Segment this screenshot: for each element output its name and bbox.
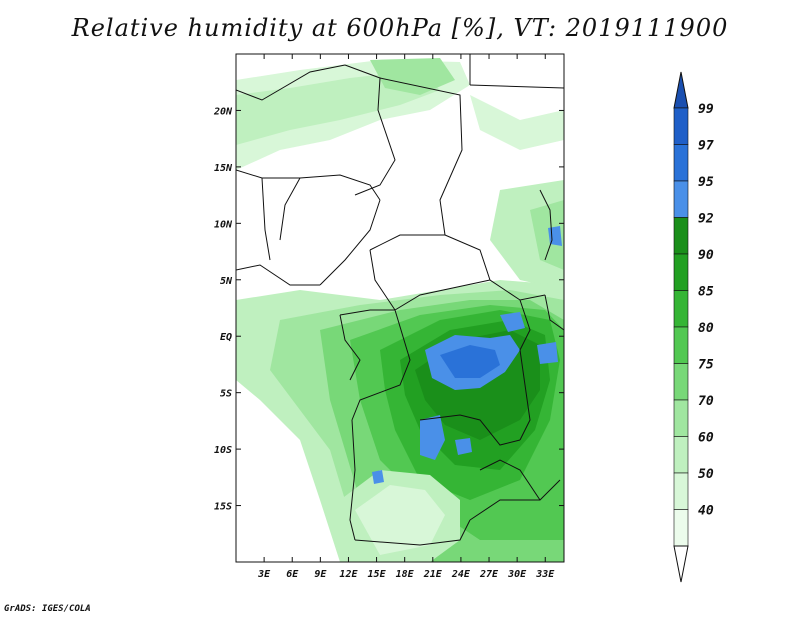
lon-tick-label: 24E xyxy=(451,569,471,580)
lon-tick-label: 30E xyxy=(507,569,527,580)
lat-tick-label: EQ xyxy=(220,332,232,343)
colorbar-label: 75 xyxy=(698,358,714,373)
colorbar-top-arrow xyxy=(673,71,689,109)
latitude-axis: 20N 15N 10N 5N EQ 5S 10S 15S xyxy=(213,106,564,513)
colorbar-swatch xyxy=(673,436,689,474)
lon-tick-label: 21E xyxy=(423,569,443,580)
colorbar-swatch xyxy=(673,107,689,145)
lat-tick-label: 10N xyxy=(214,219,233,230)
colorbar-swatch xyxy=(673,144,689,182)
lon-tick-label: 15E xyxy=(368,569,387,580)
colorbar: 99 97 95 92 90 85 80 75 70 60 50 40 xyxy=(673,71,714,583)
colorbar-swatch xyxy=(673,363,689,401)
humidity-field xyxy=(236,58,564,562)
lon-tick-label: 33E xyxy=(535,569,555,580)
lat-tick-label: 20N xyxy=(213,106,233,117)
colorbar-bottom-arrow xyxy=(673,545,689,583)
lat-tick-label: 5S xyxy=(220,389,232,400)
colorbar-label: 80 xyxy=(698,321,714,336)
longitude-axis: 3E 6E 9E 12E 15E 18E 21E 24E 27E 30E 33E xyxy=(257,54,555,580)
colorbar-swatch xyxy=(673,399,689,437)
colorbar-swatch xyxy=(673,180,689,218)
colorbar-swatch xyxy=(673,509,689,547)
lat-tick-label: 15S xyxy=(214,502,232,513)
map-frame xyxy=(235,53,565,563)
colorbar-swatch xyxy=(673,253,689,291)
country-borders xyxy=(236,54,564,546)
colorbar-label: 70 xyxy=(698,394,714,409)
colorbar-label: 60 xyxy=(698,431,714,446)
colorbar-label: 90 xyxy=(698,248,714,263)
colorbar-label: 85 xyxy=(698,285,714,300)
lon-tick-label: 6E xyxy=(286,569,299,580)
colorbar-swatch xyxy=(673,326,689,364)
map-title: Relative humidity at 600hPa [%], VT: 201… xyxy=(71,14,729,42)
lon-tick-label: 18E xyxy=(396,569,415,580)
lon-tick-label: 3E xyxy=(257,569,271,580)
colorbar-swatch xyxy=(673,290,689,328)
colorbar-swatch xyxy=(673,217,689,255)
colorbar-label: 95 xyxy=(698,175,714,190)
lon-tick-label: 12E xyxy=(339,569,358,580)
colorbar-label: 97 xyxy=(698,139,714,154)
colorbar-label: 40 xyxy=(698,504,714,519)
colorbar-label: 99 xyxy=(698,102,714,117)
lat-tick-label: 5N xyxy=(220,276,233,287)
lat-tick-label: 15N xyxy=(214,163,233,174)
lon-tick-label: 27E xyxy=(479,569,499,580)
colorbar-swatch xyxy=(673,472,689,510)
lon-tick-label: 9E xyxy=(314,569,327,580)
lat-tick-label: 10S xyxy=(214,445,232,456)
colorbar-label: 92 xyxy=(698,212,714,227)
colorbar-label: 50 xyxy=(698,467,714,482)
credit-label: GrADS: IGES/COLA xyxy=(4,604,91,614)
